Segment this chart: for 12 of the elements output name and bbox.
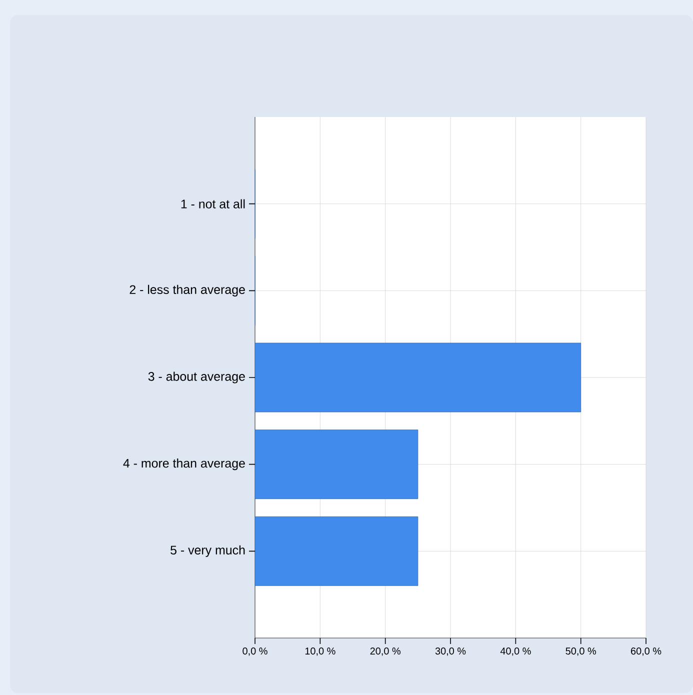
x-tick-label: 30,0 % — [435, 648, 466, 656]
y-tick-label: 3 - about average — [148, 372, 245, 384]
x-tick-label: 40,0 % — [500, 648, 531, 656]
x-tick-label: 60,0 % — [631, 648, 662, 656]
x-tick-label: 10,0 % — [305, 648, 336, 656]
x-tick-label: 50,0 % — [566, 648, 596, 656]
y-tick-label: 4 - more than average — [123, 458, 245, 470]
y-tick-label: 5 - very much — [170, 545, 245, 557]
y-tick-label: 2 - less than average — [130, 284, 245, 296]
y-tick-label: 1 - not at all — [181, 199, 245, 208]
x-tick-label: 20,0 % — [370, 648, 400, 656]
x-tick-label: 0,0 % — [242, 648, 268, 656]
